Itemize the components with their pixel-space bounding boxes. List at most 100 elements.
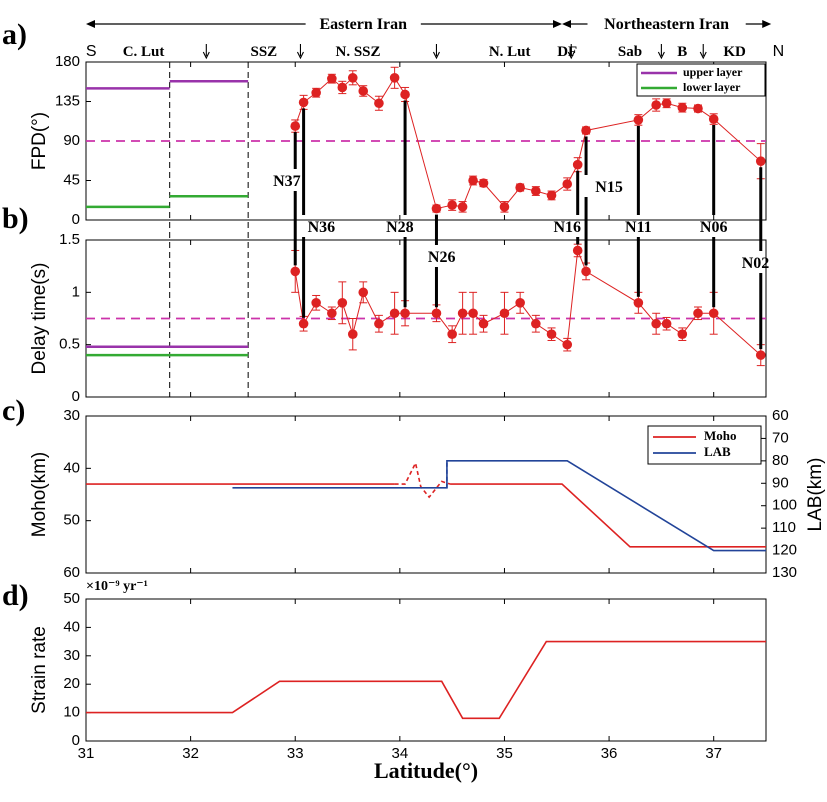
fpd-legend-label: lower layer <box>683 80 741 94</box>
delay-point <box>661 318 672 329</box>
delay-point <box>347 329 358 340</box>
fpd-point <box>633 115 644 125</box>
x-tick-label: 35 <box>496 745 513 762</box>
fpd-point <box>708 114 719 124</box>
x-tick-label: 37 <box>705 745 722 762</box>
fpd-point <box>447 200 457 210</box>
x-tick-label: 31 <box>78 745 95 762</box>
station-label: N15 <box>595 179 623 196</box>
boundary-arrowhead <box>202 51 210 60</box>
lab-axis-tick-label: 130 <box>772 564 797 581</box>
delay-point <box>677 329 688 340</box>
x-tick-label: 36 <box>601 745 618 762</box>
delay-point <box>327 308 337 319</box>
fpd-point <box>358 86 369 96</box>
delay-point <box>298 318 309 329</box>
delay-point <box>708 308 719 319</box>
delay-point <box>290 266 301 277</box>
panel-letter: b) <box>2 202 29 235</box>
moho-legend-label: LAB <box>704 444 731 459</box>
fpd-axis-tick-label: 135 <box>55 92 80 109</box>
x-tick-label: 34 <box>392 745 409 762</box>
delay-point <box>531 318 541 329</box>
ylabel-delay: Delay time(s) <box>29 263 50 375</box>
fpd-point <box>693 103 703 114</box>
delay-point <box>374 318 384 329</box>
zone-label: N. Lut <box>489 44 531 60</box>
fpd-point <box>499 202 510 212</box>
fpd-point <box>581 125 591 136</box>
delay-axis-tick-label: 1 <box>72 283 80 300</box>
fpd-legend-box <box>636 63 766 97</box>
strain-axis-tick-label: 50 <box>63 590 80 607</box>
delay-point <box>447 329 457 340</box>
delay-point <box>337 298 348 308</box>
fpd-point <box>531 186 541 196</box>
panel-letter: c) <box>2 394 25 427</box>
fpd-point <box>298 97 309 108</box>
delay-point <box>572 245 583 256</box>
delay-axis-tick-label: 1.5 <box>59 231 80 248</box>
delay-point <box>755 350 766 360</box>
region-arrowhead-right <box>762 20 772 28</box>
delay-point <box>651 318 661 329</box>
station-label: N36 <box>308 219 336 236</box>
fpd-point <box>478 178 489 188</box>
lab-axis-tick-label: 110 <box>772 519 796 536</box>
panel-frame <box>85 598 767 742</box>
fpd-axis-tick-label: 90 <box>63 132 80 149</box>
fpd-point <box>546 190 557 201</box>
delay-axis-tick-label: 0 <box>72 388 80 405</box>
panel-letter: d) <box>2 579 29 612</box>
region-arrowhead-right <box>553 20 562 28</box>
lab-axis-tick-label: 120 <box>772 542 797 559</box>
delay-point <box>633 298 644 308</box>
fpd-point <box>562 179 573 189</box>
delay-point <box>400 308 410 319</box>
zone-label: B <box>677 44 687 60</box>
moho-line <box>450 483 766 548</box>
station-label: N11 <box>625 219 652 236</box>
fpd-point <box>457 202 468 212</box>
ylabel-fpd: FPD(°) <box>29 112 50 170</box>
delay-point <box>311 298 321 308</box>
zone-label: S <box>86 43 97 60</box>
strain-axis-tick-label: 20 <box>63 675 80 692</box>
fpd-point <box>755 156 766 166</box>
delay-point <box>515 298 525 308</box>
station-label: N37 <box>273 173 301 190</box>
region-header-label: Northeastern Iran <box>604 16 729 33</box>
station-label: N02 <box>742 255 770 272</box>
lab-axis-tick-label: 80 <box>772 452 789 469</box>
boundary-arrowhead <box>657 51 665 60</box>
fpd-series-line <box>294 76 762 210</box>
fpd-point <box>389 73 400 83</box>
fpd-point <box>311 87 321 98</box>
delay-point <box>499 308 510 319</box>
fpd-point <box>468 175 478 186</box>
ylabel-strain: Strain rate <box>29 626 50 714</box>
fpd-point <box>572 159 583 170</box>
moho-axis-tick-label: 60 <box>63 564 80 581</box>
x-tick-label: 32 <box>182 745 199 762</box>
delay-axis-tick-label: 0.5 <box>59 336 80 353</box>
delay-point <box>358 287 369 298</box>
delay-point <box>581 266 591 277</box>
fpd-point <box>374 98 384 109</box>
boundary-arrowhead <box>296 51 304 60</box>
panel-frame <box>85 415 767 574</box>
lab-line <box>232 460 766 552</box>
fpd-point <box>431 203 442 214</box>
lab-axis-tick-label: 100 <box>772 497 797 514</box>
panel-letter: a) <box>2 18 27 51</box>
zone-label: C. Lut <box>123 44 165 60</box>
zone-label: KD <box>723 44 746 60</box>
zone-label: SSZ <box>250 44 277 60</box>
fpd-point <box>651 100 661 110</box>
ylabel-lab: LAB(km) <box>805 458 826 532</box>
fpd-point <box>290 121 301 131</box>
strain-axis-tick-label: 40 <box>63 618 80 635</box>
delay-point <box>457 308 468 319</box>
moho-uncertain-line <box>394 460 451 499</box>
moho-axis-tick-label: 40 <box>63 459 80 476</box>
